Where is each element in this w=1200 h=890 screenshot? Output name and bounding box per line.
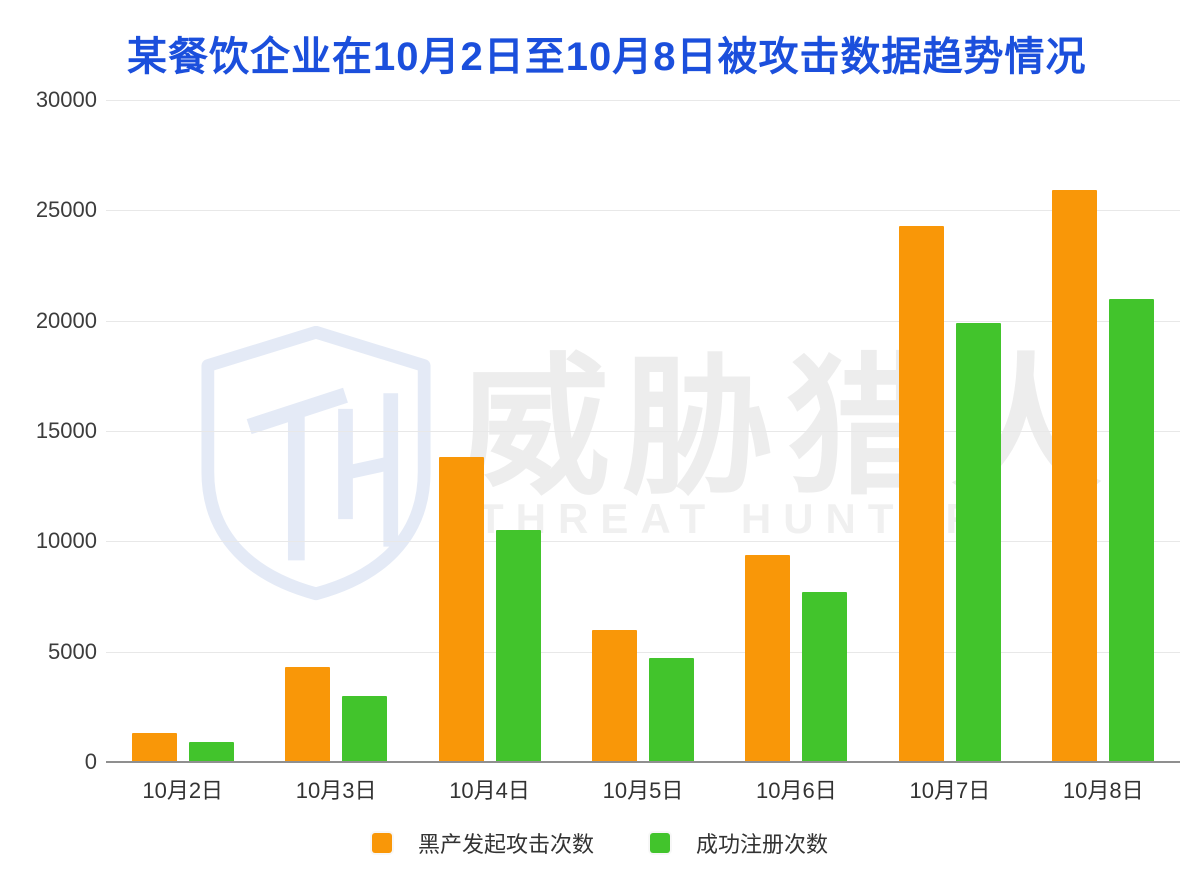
y-tick-label: 25000 <box>35 197 97 223</box>
grid-line <box>106 320 1180 322</box>
legend-item-attack: 黑产发起攻击次数 <box>371 827 594 859</box>
y-tick-label: 30000 <box>35 87 97 112</box>
bar-register-10月2日 <box>188 742 234 762</box>
bar-register-10月5日 <box>649 658 694 762</box>
bar-attack-10月3日 <box>285 667 331 762</box>
x-tick-label: 10月5日 <box>602 778 684 803</box>
x-axis-line <box>106 761 1180 763</box>
plot-area: 威胁猎人 THREAT HUNTER 0 5000 10000 15000 20000 2… <box>35 87 1180 803</box>
legend: 黑产发起攻击次数 成功注册次数 <box>0 827 1200 859</box>
legend-swatch-register <box>650 833 670 853</box>
bar-attack-10月6日 <box>745 554 791 762</box>
bar-attack-10月8日 <box>1052 190 1098 762</box>
bar-register-10月8日 <box>1109 298 1155 762</box>
grid-line <box>106 100 1180 101</box>
grid-line <box>106 651 1180 653</box>
bar-attack-10月5日 <box>592 629 637 762</box>
threat-hunter-shield-logo <box>201 326 431 601</box>
legend-label-attack: 黑产发起攻击次数 <box>417 832 594 857</box>
bar-register-10月4日 <box>495 530 541 762</box>
grid-line <box>106 541 1180 543</box>
bar-attack-10月7日 <box>898 225 944 762</box>
bar-attack-10月2日 <box>131 733 177 762</box>
x-tick-label: 10月6日 <box>756 778 837 803</box>
bar-register-10月7日 <box>955 322 1001 762</box>
legend-label-register: 成功注册次数 <box>696 832 829 857</box>
x-tick-label: 10月4日 <box>449 778 530 803</box>
legend-item-register: 成功注册次数 <box>650 827 828 859</box>
grid-line <box>106 431 1180 432</box>
bar-attack-10月4日 <box>438 457 484 762</box>
y-tick-label: 0 <box>84 749 97 774</box>
y-tick-label: 5000 <box>48 638 97 664</box>
y-tick-label: 15000 <box>35 418 97 443</box>
x-tick-label: 10月7日 <box>909 778 991 803</box>
legend-swatch-attack <box>371 833 392 853</box>
y-tick-label: 20000 <box>35 307 97 333</box>
x-tick-label: 10月3日 <box>295 778 377 803</box>
x-tick-label: 10月2日 <box>142 778 224 803</box>
bar-register-10月3日 <box>342 695 388 762</box>
bar-register-10月6日 <box>802 592 848 762</box>
x-tick-label: 10月8日 <box>1062 778 1144 803</box>
chart-title: 某餐饮企业在10月2日至10月8日被攻击数据趋势情况 <box>127 35 1087 79</box>
y-tick-label: 10000 <box>35 528 97 554</box>
watermark-chinese-text: 威胁猎人 <box>458 343 1114 513</box>
grid-line <box>106 210 1180 212</box>
